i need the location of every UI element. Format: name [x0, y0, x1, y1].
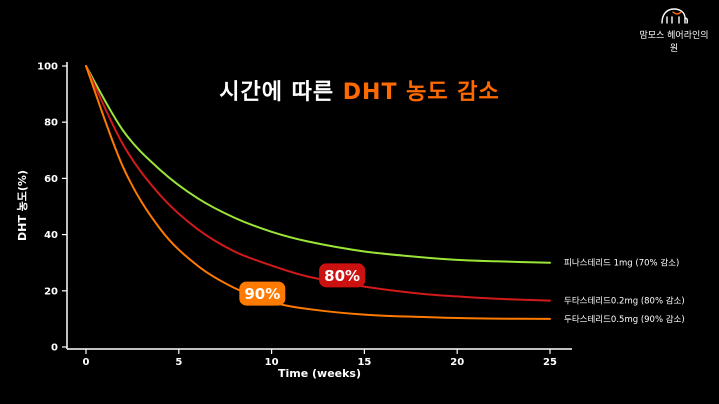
x-axis-label: Time (weeks)	[278, 367, 361, 380]
y-tick-label: 0	[51, 343, 58, 354]
series-line-1	[85, 65, 551, 264]
series-label-1: 피나스테리드 1mg (70% 감소)	[564, 258, 679, 269]
chart-title: 시간에 따른 DHT 농도 감소	[0, 74, 719, 106]
brand-name: 맘모스 헤어라인의원	[639, 31, 709, 54]
annotation-badge-1	[319, 263, 366, 288]
x-tick-label: 10	[265, 357, 279, 368]
annotation-badge-2	[239, 281, 286, 306]
series-label-2: 두타스테리드0.2mg (80% 감소)	[564, 296, 685, 307]
series-label-3: 두타스테리드0.5mg (90% 감소)	[564, 314, 685, 325]
chart-title-accent: DHT 농도 감소	[342, 80, 500, 105]
y-tick-label: 80	[44, 118, 58, 129]
x-tick-label: 15	[357, 357, 371, 368]
y-tick-label: 20	[44, 286, 58, 297]
brand-logo: 맘모스 헤어라인의원	[639, 6, 709, 54]
y-tick-label: 60	[44, 174, 58, 185]
y-axis-label: DHT 농도(%)	[16, 170, 29, 241]
chart-title-prefix: 시간에 따른	[219, 80, 343, 105]
x-tick-label: 5	[175, 357, 182, 368]
x-tick-label: 0	[83, 357, 90, 368]
mammoth-logo-icon	[661, 8, 689, 24]
annotation-label-2: 90%	[244, 285, 280, 303]
y-tick-label: 100	[37, 62, 58, 73]
series-line-2	[85, 65, 551, 302]
y-tick-label: 40	[44, 230, 58, 241]
x-tick-label: 25	[543, 357, 557, 368]
x-tick-label: 20	[450, 357, 464, 368]
annotation-label-1: 80%	[324, 267, 360, 285]
